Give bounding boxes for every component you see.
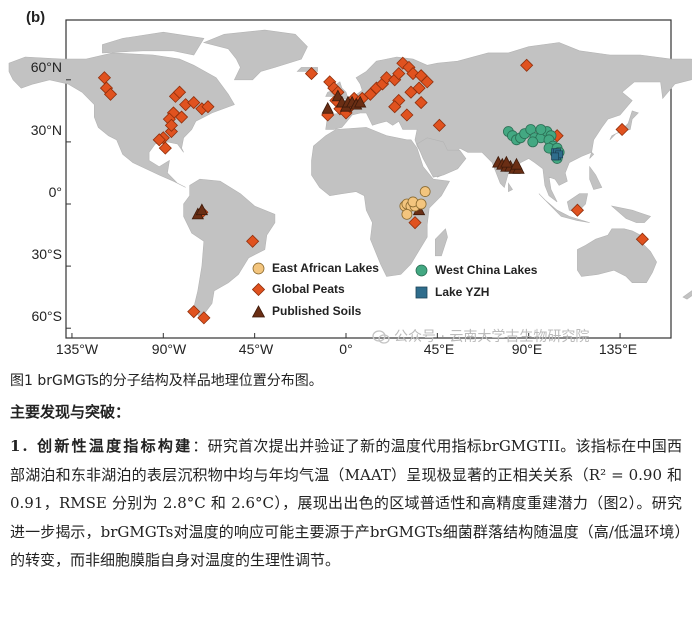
x-label-0: 0° (339, 341, 353, 357)
land-canadian-islands (102, 31, 205, 56)
peat-site-marker (304, 67, 319, 81)
x-label-45w: 45°W (238, 341, 274, 357)
peat-site-marker (392, 67, 406, 81)
west-china-lake-marker (535, 124, 547, 135)
legend-label: Lake YZH (435, 285, 490, 299)
peat-site-marker (197, 311, 211, 325)
finding-body: ：研究首次提出并验证了新的温度代用指标brGMGTII。该指标在中国西部湖泊和东… (10, 437, 682, 570)
finding-paragraph: 1. 创新性温度指标构建：研究首次提出并验证了新的温度代用指标brGMGTII。… (10, 432, 682, 575)
peat-site-marker (103, 87, 118, 101)
site-distribution-map: (b) 60°N 30°N 0° 30°S 60°S 135°W 90°W 45… (8, 9, 692, 357)
soil-site-marker (510, 157, 523, 170)
peat-site-marker (246, 234, 260, 248)
land-africa (311, 127, 450, 277)
peat-site-marker (152, 133, 166, 147)
peat-site-marker (164, 118, 178, 132)
legend-label: Published Soils (272, 304, 362, 318)
legend-item-global-peats: Global Peats (252, 282, 345, 296)
peat-site-marker (420, 75, 434, 89)
peat-site-marker (520, 58, 534, 72)
watermark-text: 公众号 · 云南大学古生物研究院 (394, 329, 590, 345)
soil-site-marker (500, 155, 513, 168)
peat-site-marker (201, 100, 215, 114)
land-australia (577, 228, 657, 283)
land-north-america (8, 52, 235, 188)
legend-item-lake-yzh: Lake YZH (415, 285, 489, 299)
land-europe-asia (325, 42, 692, 203)
panel-label: (b) (26, 9, 46, 26)
land-indonesia (538, 193, 590, 223)
legend-label: East African Lakes (272, 261, 379, 275)
land-philippines (589, 165, 603, 190)
peat-site-marker (570, 203, 584, 217)
x-label-90e: 90°E (511, 341, 543, 357)
soil-site-marker (321, 101, 334, 114)
land-arabia (416, 137, 467, 178)
figure-caption: 图1 brGMGTs的分子结构及样品地理位置分布图。 (10, 373, 323, 389)
soil-site-marker (195, 203, 209, 216)
y-label-0: 0° (48, 184, 62, 200)
wechat-icon (372, 330, 390, 344)
legend-item-published-soils: Published Soils (252, 304, 361, 318)
legend-item-east-african-lakes: East African Lakes (252, 261, 379, 275)
section-heading: 主要发现与突破： (10, 403, 131, 421)
peat-site-marker (432, 118, 446, 132)
axis-ticks (66, 79, 621, 338)
triangle-icon (252, 304, 265, 317)
x-label-45e: 45°E (423, 341, 455, 357)
circle-icon (415, 264, 428, 276)
peat-site-marker (615, 122, 629, 137)
y-label-60n: 60°N (30, 59, 62, 75)
land-greenland (202, 29, 308, 81)
west-china-lake-marker (527, 136, 539, 148)
legend-item-west-china-lakes: West China Lakes (415, 263, 537, 277)
peat-site-marker (408, 216, 422, 230)
y-label-60s: 60°S (31, 308, 62, 324)
world-map (8, 19, 692, 339)
peat-site-marker (158, 141, 172, 155)
peat-site-marker (187, 305, 201, 319)
peat-site-marker (414, 96, 428, 110)
east-african-lake-marker (401, 208, 413, 220)
land-taiwan (589, 151, 595, 159)
legend-label: Global Peats (272, 282, 345, 296)
peat-site-marker (635, 232, 649, 246)
peat-site-marker (187, 96, 201, 110)
peat-site-marker (400, 108, 414, 122)
peat-site-marker (388, 100, 402, 114)
peat-site-marker (404, 85, 418, 99)
square-icon (415, 286, 428, 298)
y-label-30s: 30°S (31, 246, 62, 262)
circle-icon (252, 262, 265, 274)
x-label-135e: 135°E (598, 341, 638, 357)
land-madagascar (435, 228, 448, 257)
peat-site-marker (175, 110, 189, 124)
east-african-lake-marker (415, 198, 427, 210)
x-label-135w: 135°W (55, 341, 99, 357)
finding-title: 1. 创新性温度指标构建 (10, 437, 193, 455)
x-label-90w: 90°W (151, 341, 187, 357)
land-new-guinea (610, 205, 652, 223)
y-label-30n: 30°N (30, 122, 62, 138)
soil-site-marker (354, 95, 367, 108)
peat-site-marker (172, 85, 187, 99)
map-legend: East African Lakes West China Lakes Glob… (252, 258, 572, 322)
legend-label: West China Lakes (435, 263, 538, 277)
lake-yzh-marker (551, 152, 559, 161)
land-sri-lanka (508, 182, 513, 193)
diamond-icon (252, 282, 265, 296)
land-borneo (566, 193, 588, 213)
land-new-zealand (682, 290, 692, 300)
east-african-lake-marker (419, 186, 431, 197)
site-markers (97, 56, 649, 325)
watermark: 公众号 · 云南大学古生物研究院 (372, 326, 589, 346)
